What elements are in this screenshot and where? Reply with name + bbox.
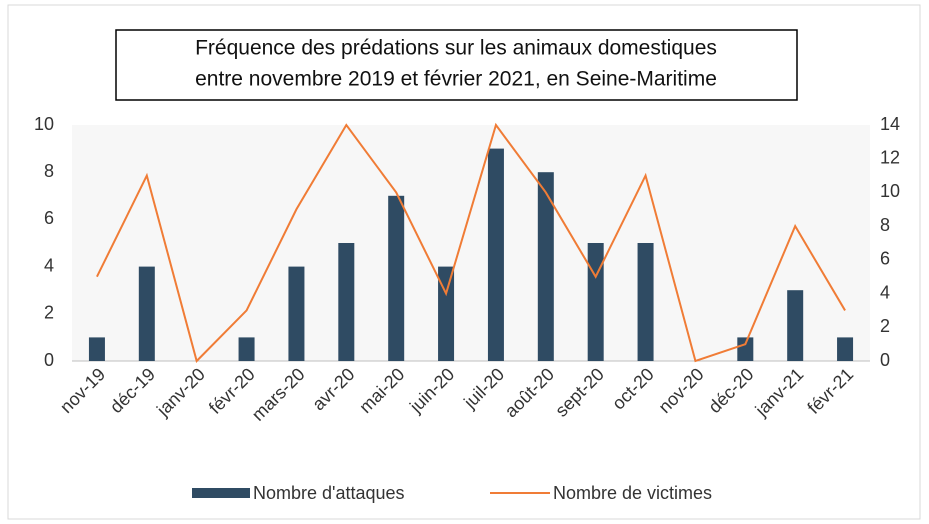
bar [787,290,804,361]
y2-tick-label: 12 [880,147,900,167]
legend-swatch [192,488,250,498]
y-tick-label: 4 [44,255,54,275]
y-tick-label: 8 [44,161,54,181]
bar [388,195,405,361]
bar [438,266,455,361]
legend-label: Nombre de victimes [553,483,712,503]
y2-tick-label: 6 [880,249,890,269]
y-tick-label: 0 [44,350,54,370]
title-box [115,29,798,101]
y-tick-label: 10 [34,114,54,134]
y2-tick-label: 4 [880,282,890,302]
bar [637,243,654,361]
plot-area [72,125,870,361]
bar [238,337,255,361]
bar [487,148,504,361]
y-tick-label: 6 [44,208,54,228]
bar [537,172,554,361]
y2-tick-label: 0 [880,350,890,370]
chart-title: Fréquence des prédations sur les animaux… [195,37,717,60]
bar [338,243,355,361]
bar [288,266,305,361]
bar [587,243,604,361]
y2-tick-label: 14 [880,114,900,134]
y2-tick-label: 2 [880,316,890,336]
bar [737,337,754,361]
bar [88,337,105,361]
legend-label: Nombre d'attaques [253,483,405,503]
line [96,122,846,363]
y2-tick-label: 10 [880,181,900,201]
chart-title: entre novembre 2019 et février 2021, en … [195,68,717,91]
y-tick-label: 2 [44,303,54,323]
y2-tick-label: 8 [880,215,890,235]
bar [138,266,155,361]
bar [837,337,854,361]
